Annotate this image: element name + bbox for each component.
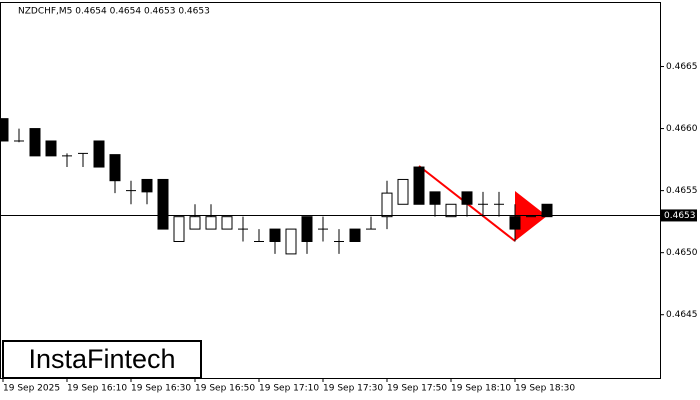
candle-body (205, 216, 217, 230)
x-tick-label: 19 Sep 16:50 (195, 384, 255, 394)
candle-body (397, 178, 409, 205)
x-tick-label: 19 Sep 17:10 (259, 384, 319, 394)
candle-body (429, 191, 441, 205)
x-tick-label: 19 Sep 16:30 (131, 384, 191, 394)
brand-box (2, 340, 202, 379)
x-tick-label: 19 Sep 2025 (3, 384, 60, 394)
y-tick-label: 0.4650 (666, 248, 698, 258)
y-tick-label: 0.4645 (666, 310, 698, 320)
candle-body (445, 203, 457, 218)
candle-body (285, 228, 297, 255)
y-tick-label: 0.4665 (666, 62, 698, 72)
candle-body (173, 216, 185, 242)
candle-body (301, 216, 313, 242)
pattern-flag (515, 191, 547, 241)
candle-body (541, 203, 553, 218)
y-tick-label: 0.4655 (666, 186, 698, 196)
candle-body (0, 118, 9, 142)
candle-body (461, 191, 473, 205)
candle-body (509, 216, 521, 230)
candle-body (349, 228, 361, 242)
candle-body (189, 216, 201, 230)
candle-body (157, 178, 169, 230)
chart-title: NZDCHF,M5 0.4654 0.4654 0.4653 0.4653 (18, 7, 210, 17)
candle-body (45, 140, 57, 157)
candle-body (109, 154, 121, 182)
x-tick-label: 19 Sep 17:30 (323, 384, 383, 394)
brand-logo: InstaFintech (28, 344, 175, 374)
candle-body (413, 166, 425, 205)
candle-body (29, 128, 41, 157)
candle-body (381, 192, 393, 218)
current-price-label: 0.4653 (664, 211, 696, 221)
candle-body (141, 178, 153, 193)
current-price-box (661, 209, 697, 222)
x-tick-label: 19 Sep 17:50 (387, 384, 447, 394)
candle-body (221, 216, 233, 230)
plot-frame (0, 2, 661, 379)
x-tick-label: 19 Sep 16:10 (67, 384, 127, 394)
x-tick-label: 19 Sep 18:30 (515, 384, 575, 394)
candle-body (93, 140, 105, 168)
candle-body (269, 228, 281, 242)
y-tick-label: 0.4660 (666, 124, 698, 134)
x-tick-label: 19 Sep 18:10 (451, 384, 511, 394)
